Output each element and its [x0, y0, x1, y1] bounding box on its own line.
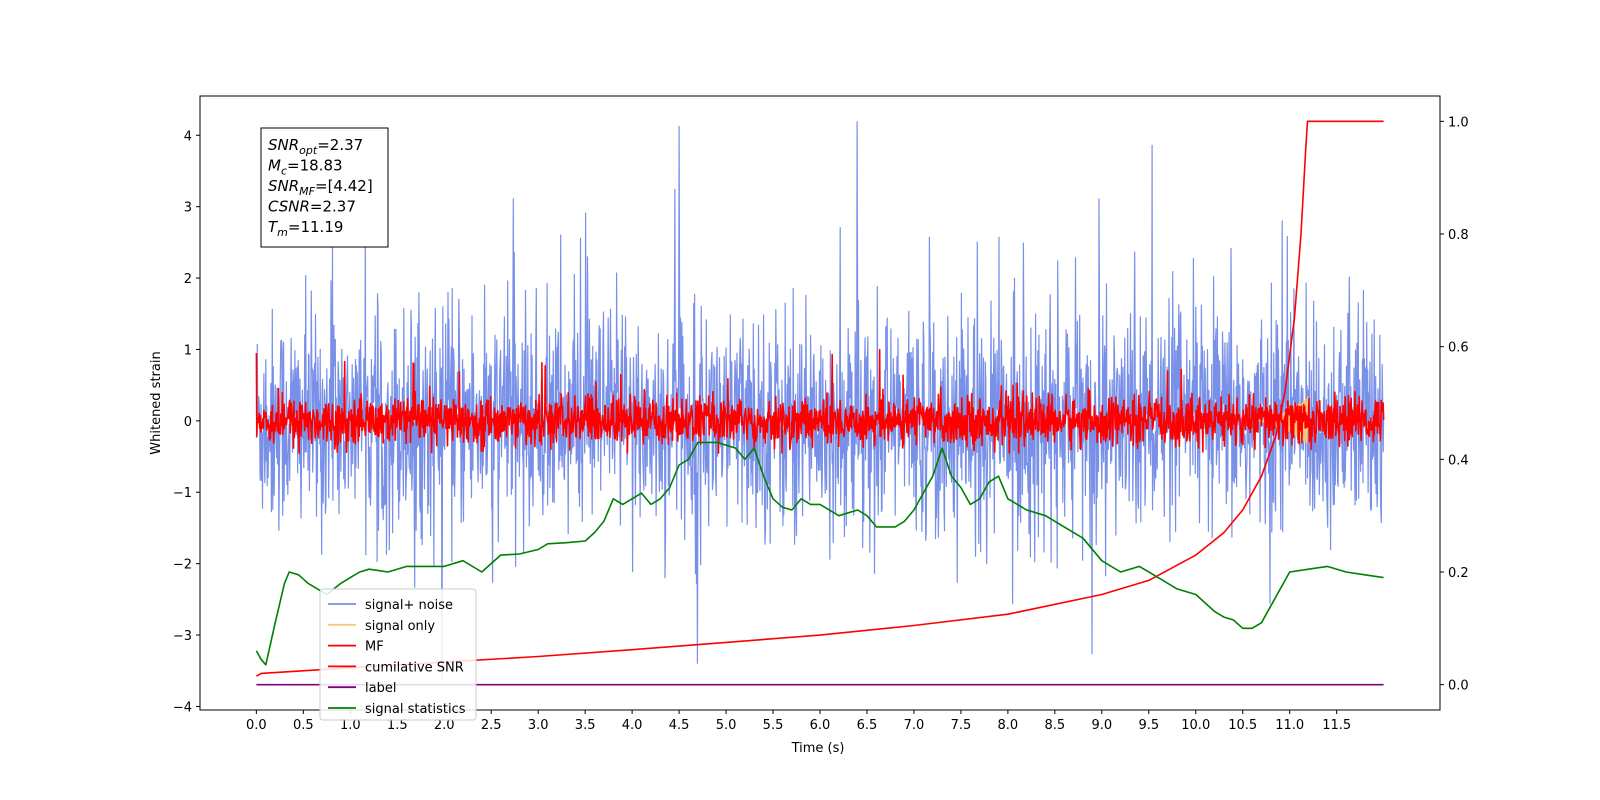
x-tick-label: 0.0 [246, 718, 267, 733]
x-tick-label: 9.0 [1091, 718, 1112, 733]
annotation-line: Mc=18.83 [268, 157, 343, 178]
annotation-value: =2.37 [317, 136, 363, 154]
annotation-value: =2.37 [310, 198, 356, 216]
x-tick-label: 8.5 [1045, 718, 1066, 733]
legend-label: cumilative SNR [365, 660, 464, 675]
plot-area [255, 120, 1385, 686]
x-tick-label: 6.5 [857, 718, 878, 733]
annotation-box: SNRopt=2.37Mc=18.83SNRMF=[4.42]CSNR=2.37… [260, 127, 389, 248]
series-line-signal-statistics [255, 441, 1384, 666]
y2-tick-label: 0.2 [1448, 566, 1469, 581]
y2-tick-label: 0.6 [1448, 341, 1469, 356]
annotation-value: =11.19 [288, 218, 344, 236]
annotation-subscript: c [281, 165, 287, 178]
legend-label: label [365, 681, 396, 696]
x-tick-label: 11.5 [1322, 718, 1351, 733]
annotation-symbol: T [268, 218, 279, 236]
y2-tick-label: 0.4 [1448, 453, 1469, 468]
y-tick-label: −1 [173, 486, 192, 501]
x-tick-label: 9.5 [1138, 718, 1159, 733]
annotation-line: Tm=11.19 [268, 218, 343, 239]
x-axis: 0.0 0.5 1.0 1.5 2.0 2.5 3.0 3.5 4.0 4.5 5.0 5.5 6.0 6… [246, 710, 1351, 733]
legend-label: signal+ noise [365, 598, 453, 613]
x-tick-label: 6.0 [810, 718, 831, 733]
x-tick-label: 2.0 [434, 718, 455, 733]
y-tick-label: −3 [173, 629, 192, 644]
x-tick-label: 4.0 [622, 718, 643, 733]
x-tick-label: 5.5 [763, 718, 784, 733]
x-tick-label: 8.0 [998, 718, 1019, 733]
x-tick-label: 11.0 [1275, 718, 1304, 733]
annotation-subscript: MF [299, 185, 315, 198]
x-tick-label: 0.5 [293, 718, 314, 733]
annotation-frame [260, 127, 389, 248]
annotation-symbol: M [268, 157, 281, 175]
y2-tick-label: 0.0 [1448, 679, 1469, 694]
x-tick-label: 1.0 [340, 718, 361, 733]
y-tick-label: −2 [173, 558, 192, 573]
annotation-symbol: CSNR [268, 198, 310, 216]
series-line-cumilative-snr [255, 120, 1384, 677]
x-axis-label: Time (s) [791, 741, 845, 756]
series-line-mf [255, 348, 1385, 454]
x-tick-label: 2.5 [481, 718, 502, 733]
legend-label: signal only [365, 619, 435, 634]
x-tick-label: 10.0 [1181, 718, 1210, 733]
x-tick-label: 3.5 [575, 718, 596, 733]
annotation-line: SNRMF=[4.42] [268, 177, 373, 198]
annotation-line: CSNR=2.37 [268, 198, 356, 216]
y-tick-label: 1 [184, 343, 192, 358]
y-tick-label: 2 [184, 272, 192, 287]
y2-tick-label: 0.8 [1448, 228, 1469, 243]
y-tick-label: 4 [184, 129, 192, 144]
annotation-symbol: SNR [268, 136, 299, 154]
x-tick-label: 7.0 [904, 718, 925, 733]
y-tick-label: 0 [184, 415, 192, 430]
annotation-subscript: m [277, 226, 288, 239]
legend-label: signal statistics [365, 702, 466, 717]
series-layer [255, 120, 1385, 686]
y-tick-label: −4 [173, 700, 192, 715]
legend-frame [319, 588, 477, 721]
x-tick-label: 7.5 [951, 718, 972, 733]
y-axis-right: 0.0 0.2 0.4 0.6 0.8 1.0 [1440, 115, 1469, 694]
legend-label: MF [365, 640, 384, 655]
annotation-value: =18.83 [287, 157, 343, 175]
y2-tick-label: 1.0 [1448, 115, 1469, 130]
y-axis-left: −4 −3 −2 −1 0 1 2 3 4 [173, 129, 200, 715]
series-line-signal-noise [255, 121, 1385, 679]
x-tick-label: 4.5 [669, 718, 690, 733]
y-tick-label: 3 [184, 201, 192, 216]
legend: signal+ noise signal only MF cumilative SNR… [319, 588, 477, 721]
y-axis-label: Whitened strain [149, 351, 164, 454]
annotation-symbol: SNR [268, 177, 299, 195]
annotation-line: SNRopt=2.37 [268, 136, 363, 157]
x-tick-label: 5.0 [716, 718, 737, 733]
annotation-value: =[4.42] [315, 177, 373, 195]
annotation-subscript: opt [299, 144, 318, 157]
x-tick-label: 3.0 [528, 718, 549, 733]
x-tick-label: 10.5 [1228, 718, 1257, 733]
x-tick-label: 1.5 [387, 718, 408, 733]
